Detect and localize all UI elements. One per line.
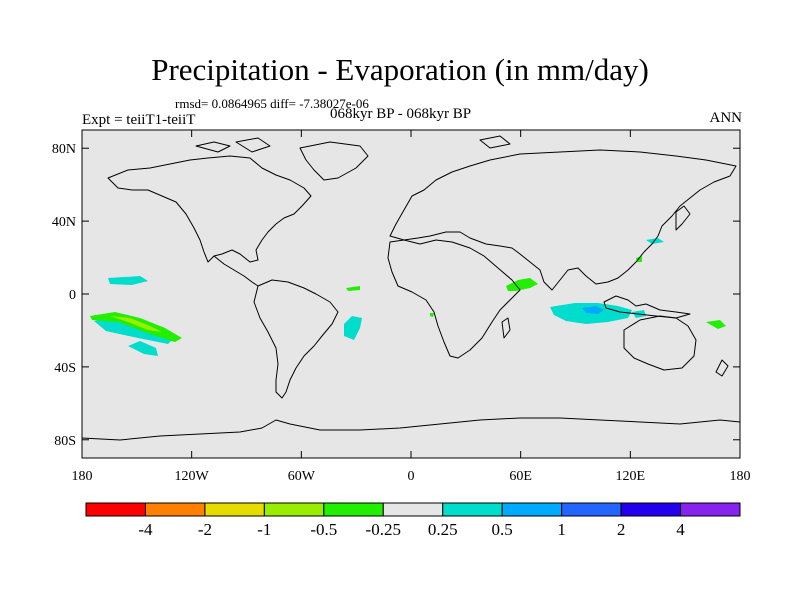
coastline-north-america [107, 155, 312, 263]
coastline-central-america [213, 255, 259, 287]
colorbar-swatch [561, 502, 622, 517]
coastlines [81, 135, 741, 441]
colorbar-label: -1 [257, 520, 271, 539]
lon-tick-label: 0 [408, 469, 415, 484]
coastline-madagascar [501, 317, 511, 339]
coastline-south-america [253, 279, 339, 399]
lat-tick-label: 80S [54, 434, 76, 449]
anomaly-patch-atlantic-north [346, 286, 360, 291]
colorbar-swatch [263, 502, 325, 517]
season-label: ANN [709, 110, 743, 126]
longitude-axis: 180 120W 60W 0 60E 120E 180 [72, 130, 751, 484]
chart-title: Precipitation - Evaporation (in mm/day) [151, 52, 649, 87]
colorbar-label: 1 [557, 520, 566, 539]
coastline-australia [623, 315, 697, 371]
colorbar-label: 4 [676, 520, 685, 539]
period-line: 068kyr BP - 068kyr BP [330, 106, 472, 122]
coastline-antarctica [81, 417, 741, 441]
colorbar-label: -2 [198, 520, 212, 539]
map-panel [82, 130, 740, 458]
lat-tick-label: 40S [54, 361, 76, 376]
coastline-africa [387, 239, 521, 359]
anomaly-patch-arabian-sea [506, 278, 538, 291]
lon-tick-label: 180 [72, 469, 93, 484]
colorbar: -4 -2 -1 -0.5 -0.25 0.25 0.5 1 2 4 [85, 502, 741, 539]
coastline-greenland [299, 141, 369, 181]
lon-tick-label: 120W [175, 469, 210, 484]
anomaly-patch-southwest-pacific [706, 320, 726, 329]
colorbar-swatch [204, 502, 265, 517]
colorbar-swatch [501, 502, 563, 517]
anomaly-patch-africa-small [430, 313, 434, 317]
colorbar-swatch [442, 502, 503, 517]
colorbar-label: -4 [138, 520, 153, 539]
anomaly-patch-south-pacific-west [94, 316, 176, 344]
anomaly-patch-north-pacific [108, 276, 148, 285]
anomaly-patch-south-pacific-east [128, 341, 158, 356]
colorbar-label: 0.5 [492, 520, 513, 539]
colorbar-swatch [85, 502, 146, 517]
coastline-eurasia [389, 149, 737, 291]
anomaly-patch-south-pacific-core [110, 316, 162, 332]
stats-line: rmsd= 0.0864965 diff= -7.38027e-06 [175, 96, 369, 111]
anomaly-patch-indian-ocean [550, 303, 632, 324]
anomaly-patch-west-pacific [646, 238, 664, 244]
colorbar-swatch [323, 502, 384, 517]
lon-tick-label: 120E [616, 469, 646, 484]
lon-tick-label: 60W [288, 469, 316, 484]
anomaly-patch-indian-ocean-core [582, 306, 604, 314]
anomaly-patches [90, 238, 726, 356]
colorbar-swatch [620, 502, 682, 517]
colorbar-label: -0.5 [310, 520, 337, 539]
colorbar-swatch [144, 502, 206, 517]
colorbar-swatch [382, 502, 444, 517]
coastline-indonesia [603, 295, 691, 319]
anomaly-patch-south-pacific-band [90, 312, 182, 342]
colorbar-label: 2 [617, 520, 626, 539]
colorbar-swatch [680, 502, 741, 517]
coastline-japan [675, 205, 691, 231]
lon-tick-label: 180 [730, 469, 751, 484]
coastline-arctic-islands [195, 135, 511, 153]
anomaly-patch-south-atlantic [344, 316, 362, 340]
lat-tick-label: 40N [52, 215, 76, 230]
colorbar-label: 0.25 [428, 520, 458, 539]
lon-tick-label: 60E [509, 469, 532, 484]
colorbar-label: -0.25 [366, 520, 401, 539]
lat-tick-label: 80N [52, 142, 76, 157]
lat-tick-label: 0 [69, 288, 76, 303]
latitude-axis: 80N 40N 0 40S 80S [52, 142, 740, 449]
experiment-label: Expt = teiiT1-teiiT [82, 112, 196, 128]
coastline-new-zealand [715, 359, 729, 377]
